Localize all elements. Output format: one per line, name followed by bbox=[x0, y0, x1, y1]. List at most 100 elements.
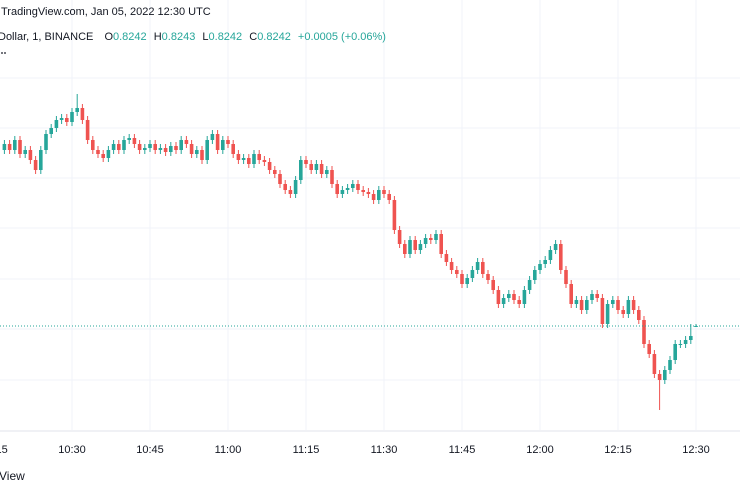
candle-body bbox=[319, 164, 324, 174]
candle-body bbox=[241, 158, 246, 160]
candle-body bbox=[517, 300, 521, 304]
candle-body bbox=[501, 298, 506, 304]
candle-body bbox=[91, 140, 95, 150]
candle-body bbox=[314, 164, 319, 170]
vertical-grid bbox=[71, 0, 697, 430]
candle-body bbox=[33, 160, 38, 170]
x-tick-label: 11:30 bbox=[371, 444, 398, 456]
candle-body bbox=[226, 140, 230, 144]
candle-body bbox=[439, 234, 443, 254]
candle-body bbox=[96, 150, 100, 154]
candle-body bbox=[403, 244, 407, 254]
candle-body bbox=[626, 300, 631, 314]
candle-body bbox=[668, 360, 672, 370]
candle-body bbox=[257, 154, 261, 160]
candle-body bbox=[590, 294, 594, 300]
candle-body bbox=[65, 118, 69, 122]
candle-body bbox=[163, 148, 168, 152]
x-tick-label: 12:15 bbox=[604, 444, 632, 456]
candle-body bbox=[444, 254, 449, 262]
candle-body bbox=[49, 128, 53, 134]
candle-body bbox=[44, 134, 48, 150]
legend-line: Dollar, 1, BINANCE O0.8242 H0.8243 L0.82… bbox=[0, 31, 386, 43]
candle-body bbox=[548, 250, 553, 260]
candle-body bbox=[117, 144, 121, 150]
candle-body bbox=[288, 190, 293, 194]
candle-body bbox=[486, 274, 490, 280]
candle-body bbox=[122, 140, 126, 150]
candle-body bbox=[75, 108, 79, 112]
candle-body bbox=[616, 300, 620, 310]
candle-body bbox=[262, 160, 267, 162]
candle-body bbox=[559, 244, 563, 270]
candle-body bbox=[678, 344, 683, 345]
candle-body bbox=[553, 244, 558, 250]
candle-body bbox=[148, 144, 152, 148]
candle-body bbox=[195, 150, 199, 154]
candle-body bbox=[460, 274, 464, 284]
dot bbox=[1, 52, 3, 54]
candle-body bbox=[569, 284, 573, 304]
candle-body bbox=[600, 298, 605, 324]
candle-body bbox=[683, 340, 688, 344]
x-tick-label: 10:15 bbox=[0, 444, 8, 456]
candle-body bbox=[413, 240, 417, 250]
candle-body bbox=[512, 294, 516, 300]
candle-body bbox=[429, 238, 433, 240]
candle-body bbox=[652, 354, 657, 374]
x-tick-label: 11:15 bbox=[293, 444, 320, 456]
ohlc-value: 0.8243 bbox=[161, 31, 196, 43]
candle-body bbox=[455, 270, 459, 274]
candle-body bbox=[408, 240, 412, 254]
candle-body bbox=[366, 192, 371, 194]
x-tick-label: 10:45 bbox=[136, 444, 164, 456]
source: TradingView.com, Jan 05, 2022 12:30 UTC bbox=[1, 6, 211, 18]
candle-body bbox=[543, 260, 547, 264]
candle-body bbox=[247, 158, 251, 164]
dot bbox=[4, 52, 6, 54]
candle-body bbox=[132, 138, 137, 144]
brand: View bbox=[0, 469, 25, 483]
candle-body bbox=[18, 140, 22, 154]
candle-body bbox=[273, 170, 277, 174]
candle-body bbox=[657, 374, 662, 380]
change: +0.0005 (+0.06%) bbox=[297, 31, 386, 43]
ohlc-value: 0.8242 bbox=[208, 31, 243, 43]
candle-body bbox=[579, 300, 584, 310]
candle-body bbox=[28, 150, 33, 160]
candle-body bbox=[309, 164, 313, 170]
candle-body bbox=[231, 144, 235, 154]
candle-body bbox=[361, 190, 365, 192]
x-tick-label: 11:45 bbox=[449, 444, 476, 456]
symbol: Dollar, 1, BINANCE bbox=[0, 31, 94, 43]
candle-body bbox=[673, 344, 677, 360]
candle-body bbox=[423, 238, 428, 244]
candle-body bbox=[54, 120, 59, 128]
ohlc-value: 0.8242 bbox=[257, 31, 291, 43]
candle-body bbox=[293, 180, 298, 194]
candle-body bbox=[465, 278, 469, 284]
candle-body bbox=[491, 280, 495, 290]
candle-body bbox=[481, 262, 485, 274]
candle-body bbox=[418, 244, 423, 250]
candle-body bbox=[189, 144, 194, 154]
ohlc-label: L bbox=[202, 31, 209, 43]
candle-body bbox=[351, 184, 355, 188]
candle-body bbox=[200, 150, 204, 160]
source-line: TradingView.com, Jan 05, 2022 12:30 UTC bbox=[1, 6, 211, 18]
candle-body bbox=[605, 304, 610, 324]
candle-body bbox=[252, 154, 256, 164]
candle-body bbox=[585, 300, 589, 310]
candle-body bbox=[382, 190, 386, 194]
horizontal-grid bbox=[0, 77, 740, 381]
candle-body bbox=[267, 162, 272, 170]
candle-body bbox=[689, 336, 693, 340]
candle-body bbox=[377, 190, 381, 200]
candle-body bbox=[205, 140, 209, 160]
candle-body bbox=[221, 140, 225, 150]
candle-body bbox=[101, 154, 105, 158]
candle-body bbox=[215, 134, 220, 150]
candle-body bbox=[647, 344, 651, 354]
